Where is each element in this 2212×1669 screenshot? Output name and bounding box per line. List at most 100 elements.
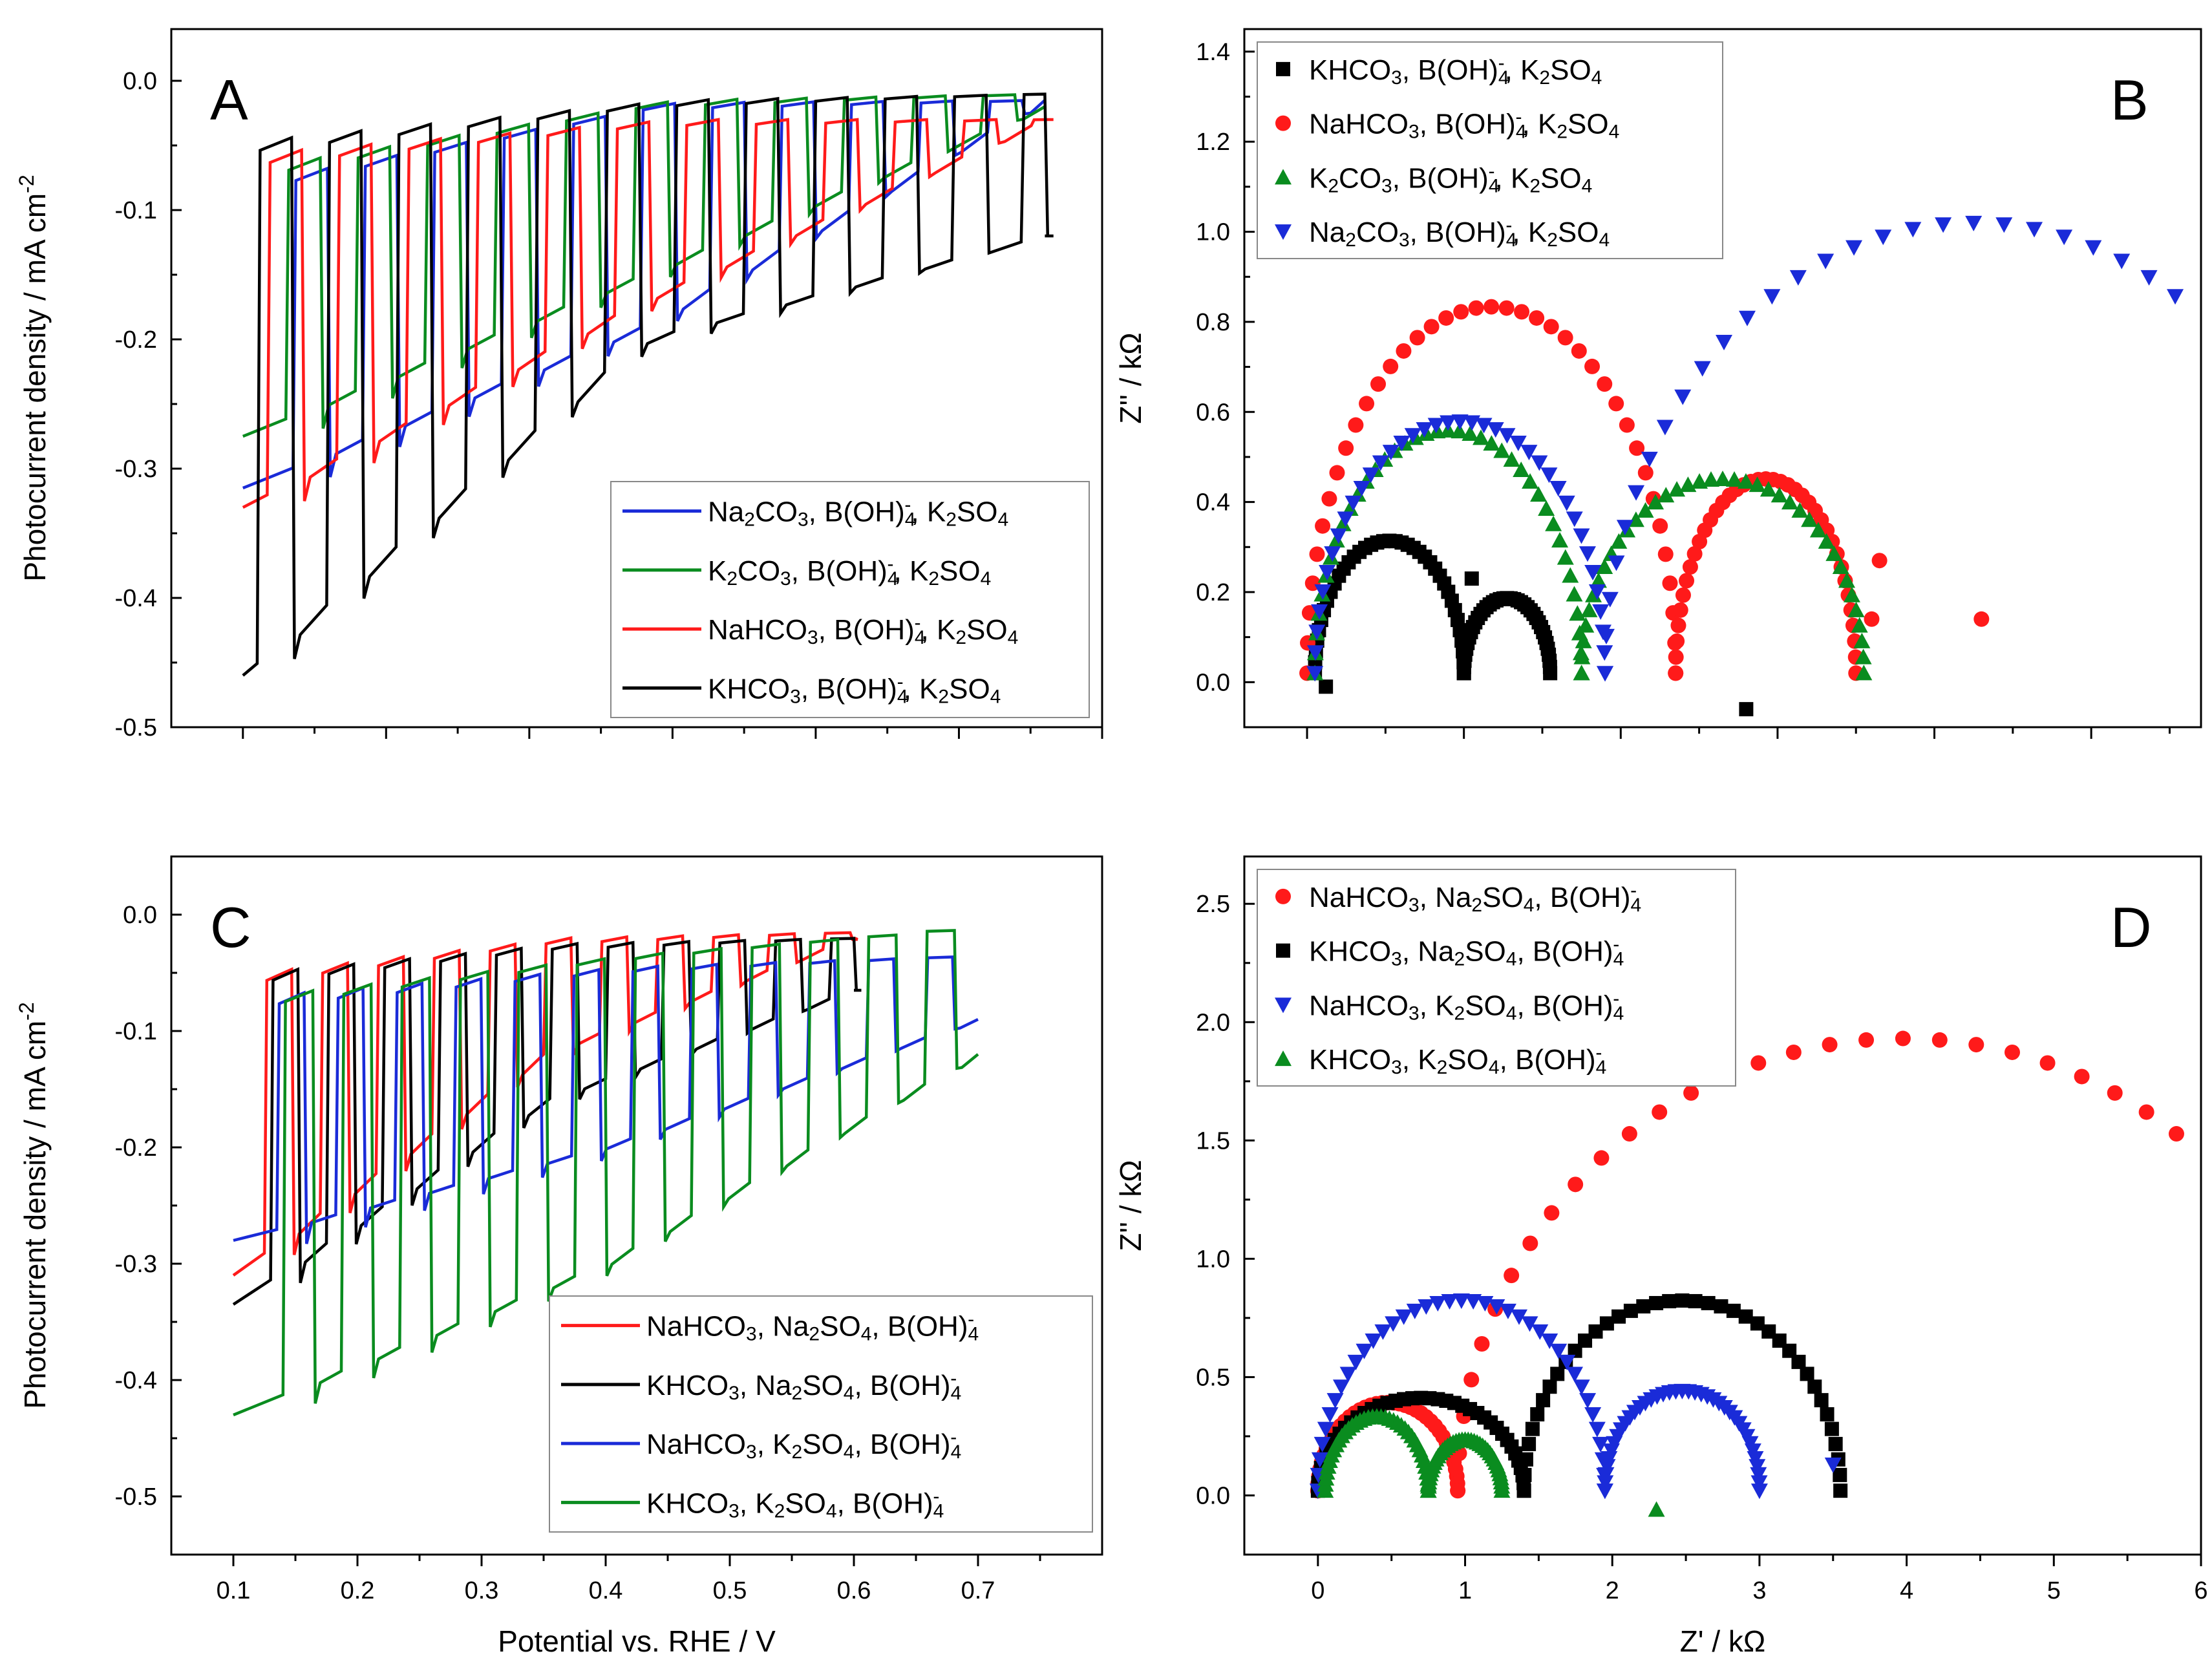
x-tick-label: 2 (1606, 1577, 1619, 1604)
data-point (1760, 481, 1777, 497)
data-point (1597, 1467, 1615, 1483)
data-point (1968, 1037, 1984, 1053)
data-point (1668, 665, 1684, 681)
data-point (2167, 289, 2184, 305)
data-point (1593, 1150, 1610, 1166)
data-point (1531, 455, 1548, 471)
data-point (1319, 565, 1336, 581)
data-point (2168, 1126, 2184, 1142)
data-point (1551, 531, 1569, 547)
data-point (1662, 1293, 1677, 1308)
data-point (1382, 445, 1399, 461)
data-point (1588, 1421, 1606, 1438)
x-tick-label: 0.7 (961, 1577, 995, 1604)
data-point (1825, 545, 1843, 561)
data-point (1359, 396, 1375, 412)
x-tick-label: 0.1 (217, 1577, 251, 1604)
y-tick-label: 0.2 (1196, 579, 1230, 606)
panel-label: D (2111, 895, 2152, 959)
legend-label: KHCO3, B(OH)4-, K2SO4 (1309, 52, 1602, 88)
data-point (1525, 1421, 1540, 1436)
panel-b: 0.0 0.2 0.4 0.6 0.8 1.0 1.2 1.4 B Z'' / kΩ KHCO3, … (1114, 28, 2202, 739)
data-point (1855, 664, 1873, 681)
data-point (1385, 1316, 1402, 1332)
data-point (1726, 471, 1743, 487)
data-point (1675, 1293, 1690, 1308)
legend-label: Na2CO3, B(OH)4-, K2SO4 (708, 494, 1008, 530)
y-axis-label: Photocurrent density / mA cm-2 (15, 175, 52, 581)
data-point (1584, 1407, 1602, 1423)
data-point (1330, 528, 1347, 544)
data-point (1549, 481, 1567, 497)
x-tick-label: 0.3 (465, 1577, 499, 1604)
data-point (1306, 666, 1324, 682)
data-point (1662, 575, 1678, 591)
data-point (1668, 481, 1686, 497)
data-point (1321, 491, 1337, 507)
y-tick-label: 0.6 (1196, 399, 1230, 426)
data-point (1317, 1421, 1334, 1438)
data-point (1694, 361, 1711, 377)
data-point (1935, 217, 1952, 233)
data-point (1451, 414, 1469, 431)
data-point (1610, 533, 1628, 549)
data-point (1674, 389, 1692, 405)
legend-marker (1276, 943, 1290, 958)
data-point (1315, 518, 1331, 534)
data-point (1404, 428, 1421, 444)
data-point (1522, 1436, 1537, 1451)
data-point (1441, 1293, 1458, 1310)
data-point (1488, 1299, 1505, 1315)
data-point (1353, 481, 1370, 497)
data-point (1338, 440, 1354, 456)
data-point (1440, 415, 1457, 431)
panel-label: A (210, 68, 248, 132)
legend-label: KHCO3, Na2SO4, B(OH)4- (646, 1367, 961, 1403)
plot-frame (170, 28, 1103, 728)
data-point (1675, 587, 1691, 603)
data-point (1531, 1324, 1549, 1340)
data-point (1339, 1366, 1357, 1383)
data-point (1329, 465, 1345, 481)
data-point (1682, 559, 1698, 575)
data-point (1672, 602, 1688, 618)
data-point (1871, 553, 1888, 569)
data-point (1319, 679, 1334, 694)
y-tick-label: -0.5 (115, 1483, 157, 1511)
data-point (1522, 473, 1539, 489)
data-point (1521, 1316, 1538, 1332)
x-axis-label: Potential vs. RHE / V (498, 1624, 776, 1658)
data-point (1395, 1309, 1412, 1325)
data-point (1530, 486, 1547, 502)
data-point (1409, 330, 1425, 346)
legend-marker (1276, 61, 1290, 76)
data-point (1820, 1407, 1834, 1421)
data-point (1750, 1467, 1767, 1483)
data-point (1468, 300, 1484, 316)
y-tick-label: 0.4 (1196, 489, 1230, 516)
data-point (1324, 546, 1341, 562)
data-point (1750, 1483, 1768, 1500)
data-point (1832, 558, 1849, 575)
data-point (1637, 465, 1654, 481)
series-trace (233, 955, 979, 1244)
panel-label: C (210, 895, 251, 959)
data-point (1596, 645, 1613, 661)
data-point (1749, 1459, 1766, 1475)
data-point (1498, 300, 1515, 316)
y-tick-label: 1.4 (1196, 39, 1230, 66)
data-point (1562, 567, 1579, 583)
legend-label: KHCO3, B(OH)4-, K2SO4 (708, 671, 1001, 707)
data-point (1504, 1268, 1520, 1284)
data-point (1995, 217, 2013, 233)
data-point (1596, 1483, 1613, 1500)
data-point (1738, 310, 1756, 326)
data-point (1588, 1324, 1603, 1339)
data-point (1584, 565, 1602, 581)
data-point (1545, 515, 1562, 531)
data-point (1851, 617, 1868, 633)
y-axis-label: Photocurrent density / mA cm-2 (15, 1002, 52, 1409)
y-tick-label: -0.1 (115, 197, 157, 224)
y-tick-label: -0.1 (115, 1018, 157, 1045)
